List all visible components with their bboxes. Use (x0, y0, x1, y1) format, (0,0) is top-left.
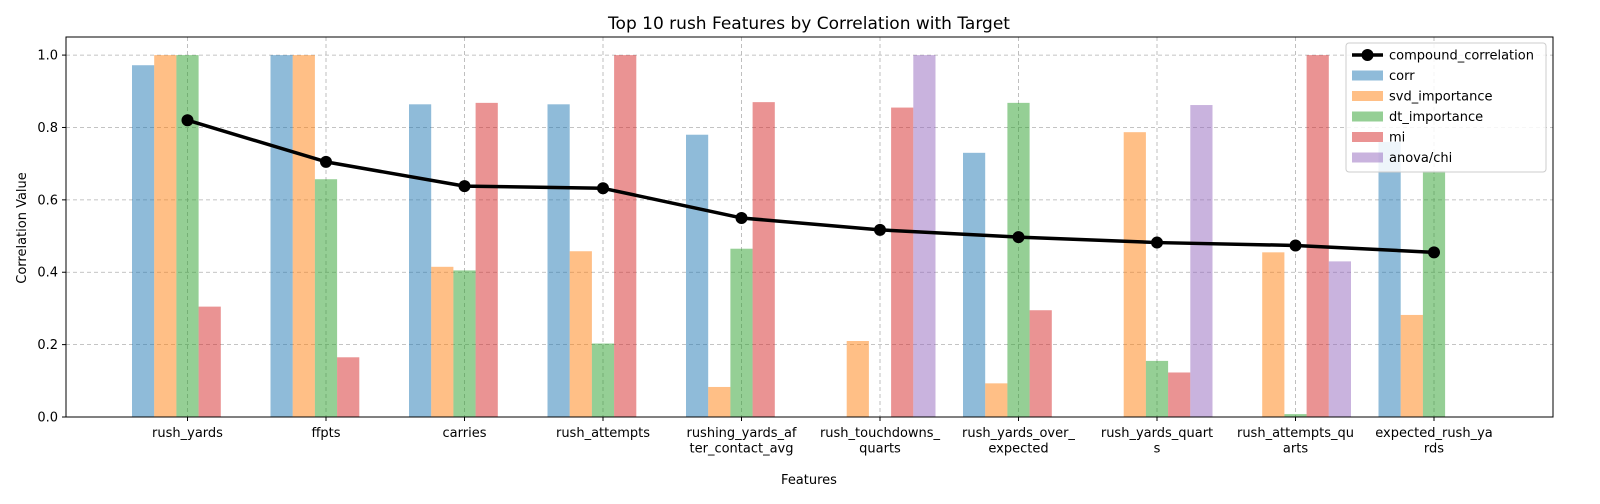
x-tick-label: expected_rush_ya rds (1375, 426, 1492, 457)
compound-correlation-point (1289, 239, 1302, 252)
x-tick-label: ffpts (311, 426, 340, 441)
y-tick-label: 0.8 (37, 121, 58, 136)
compound-correlation-point (1151, 236, 1163, 249)
legend-box (1345, 42, 1547, 173)
legend-label: mi (1389, 131, 1405, 146)
bar-mi (198, 306, 221, 417)
compound-correlation-point (1012, 231, 1025, 244)
compound-correlation-point (1428, 246, 1440, 259)
bar-svd-importance (1123, 132, 1146, 417)
bar-corr (409, 104, 432, 418)
bar-dt-importance (1007, 102, 1030, 417)
bar-dt-importance (591, 343, 615, 417)
compound-correlation-point (874, 223, 886, 236)
bar-anova-chi (913, 55, 936, 417)
bar-corr (1378, 141, 1401, 417)
legend-swatch (1352, 70, 1383, 81)
bar-dt-importance (1145, 360, 1169, 417)
legend-label: corr (1389, 69, 1415, 84)
bar-mi (1168, 372, 1191, 417)
legend-label: dt_importance (1389, 110, 1483, 125)
bar-svd-importance (985, 383, 1008, 417)
legend-swatch (1352, 91, 1383, 101)
compound-correlation-point (458, 180, 471, 193)
x-tick-label: rushing_yards_af ter_contact_avg (686, 426, 796, 457)
bar-mi (475, 102, 498, 417)
bar-svd-importance (1400, 314, 1423, 417)
bar-dt-importance (314, 179, 338, 417)
legend-label: compound_correlation (1389, 49, 1534, 64)
x-tick-label: rush_attempts (556, 426, 650, 441)
bar-anova-chi (1328, 261, 1351, 417)
bar-mi (891, 107, 914, 418)
legend-marker (1361, 49, 1374, 61)
bar-corr (963, 152, 986, 418)
x-tick-label: carries (443, 426, 487, 441)
x-tick-label: rush_yards_quart s (1101, 426, 1213, 457)
compound-correlation-line (181, 114, 1440, 259)
bar-anova-chi (1190, 105, 1213, 418)
bar-svd-importance (569, 251, 592, 417)
compound-correlation-point (320, 155, 332, 168)
bar-corr (686, 134, 709, 417)
bar-mi (1306, 55, 1329, 417)
y-tick-label: 0.2 (37, 338, 58, 353)
bar-dt-importance (176, 55, 199, 417)
y-tick-label: 1.0 (37, 49, 58, 64)
y-tick-label: 0.6 (37, 193, 58, 208)
compound-correlation-point (735, 211, 748, 224)
bar-corr (547, 104, 570, 418)
bar-dt-importance (453, 270, 476, 417)
bar-svd-importance (431, 266, 454, 417)
bar-corr (270, 55, 293, 417)
bar-svd-importance (708, 386, 731, 417)
legend-swatch (1352, 132, 1383, 142)
plot-frame (65, 36, 1554, 418)
bar-corr (132, 65, 155, 417)
bars (132, 55, 1446, 418)
compound-correlation-point (597, 182, 609, 195)
legend-label: svd_importance (1389, 90, 1493, 105)
x-tick-label: rush_yards_over_ expected (962, 426, 1075, 457)
bar-dt-importance (730, 248, 753, 417)
legend-swatch (1352, 152, 1383, 163)
bar-mi (752, 102, 775, 418)
bar-dt-importance (1422, 170, 1446, 417)
bar-mi (337, 357, 360, 417)
x-tick-label: rush_touchdowns_ quarts (820, 426, 941, 457)
bar-svd-importance (1262, 252, 1285, 417)
y-tick-label: 0.4 (37, 266, 58, 281)
bar-dt-importance (1284, 414, 1307, 417)
y-tick-label: 0.0 (37, 411, 58, 426)
x-tick-label: rush_yards (152, 426, 223, 441)
bar-mi (1029, 310, 1052, 417)
legend-label: anova/chi (1389, 151, 1452, 166)
x-tick-label: rush_attempts_qu arts (1237, 426, 1354, 457)
bar-svd-importance (292, 55, 315, 417)
bar-svd-importance (154, 55, 177, 417)
bar-mi (614, 55, 637, 417)
compound-correlation-polyline (186, 118, 1435, 255)
axes: 0.0 0.2 0.4 0.6 0.8 1.0 rush_yards ffpts carries… (37, 36, 1554, 457)
x-axis-label: Features (781, 473, 837, 488)
compound-correlation-point (181, 114, 194, 127)
legend-swatch (1352, 111, 1383, 122)
chart-title: Top 10 rush Features by Correlation with… (607, 14, 1010, 34)
bar-svd-importance (846, 341, 869, 417)
y-axis-label: Correlation Value (15, 172, 30, 284)
